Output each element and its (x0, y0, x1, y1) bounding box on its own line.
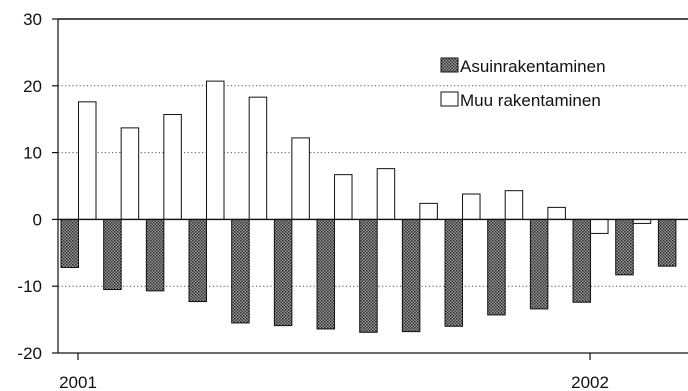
bar-muu-rakentaminen (78, 101, 97, 220)
bar-asuinrakentaminen (487, 218, 506, 316)
bar-asuinrakentaminen (188, 218, 208, 303)
bar-muu-rakentaminen (334, 174, 353, 220)
bars-group (60, 80, 677, 333)
bar-asuinrakentaminen (316, 218, 336, 330)
bar-asuinrakentaminen (60, 218, 79, 268)
bar-asuinrakentaminen (572, 218, 592, 303)
bar-asuinrakentaminen (145, 218, 165, 292)
bar-muu-rakentaminen (206, 80, 225, 220)
x-tick-labels: 2001 2002 (59, 373, 609, 391)
bar-muu-rakentaminen (376, 168, 396, 220)
bar-asuinrakentaminen (273, 218, 293, 327)
legend: Asuinrakentaminen Muu rakentaminen (440, 57, 606, 110)
bar-muu-rakentaminen (248, 96, 268, 220)
legend-label-asuinrakentaminen: Asuinrakentaminen (460, 57, 606, 76)
legend-swatch-asuinrakentaminen (440, 57, 459, 73)
x-tick-label: 2001 (59, 373, 97, 391)
bar-asuinrakentaminen (103, 218, 122, 291)
bar-muu-rakentaminen (291, 137, 310, 220)
y-tick-label: -10 (17, 277, 42, 296)
bar-muu-rakentaminen (120, 127, 140, 220)
bar-asuinrakentaminen (231, 218, 250, 324)
y-tick-label: 30 (23, 10, 42, 29)
bar-muu-rakentaminen (462, 193, 481, 220)
legend-label-muu-rakentaminen: Muu rakentaminen (460, 91, 601, 110)
y-tick-label: 20 (23, 77, 42, 96)
y-tick-label: -20 (17, 344, 42, 363)
bar-muu-rakentaminen (590, 218, 609, 234)
y-tick-label: 0 (33, 210, 42, 229)
bar-asuinrakentaminen (359, 218, 378, 333)
y-tick-labels: -20 -10 0 10 20 30 (17, 10, 42, 363)
legend-swatch-muu-rakentaminen (440, 91, 459, 107)
bar-asuinrakentaminen (444, 218, 464, 327)
bar-asuinrakentaminen (529, 218, 549, 310)
bar-muu-rakentaminen (504, 190, 524, 220)
y-tick-label: 10 (23, 144, 42, 163)
axes (52, 18, 688, 360)
x-tick-label: 2002 (571, 373, 609, 391)
bar-asuinrakentaminen (401, 218, 421, 333)
bar-muu-rakentaminen (419, 202, 438, 220)
bar-muu-rakentaminen (547, 206, 566, 220)
bar-asuinrakentaminen (657, 218, 677, 267)
bar-muu-rakentaminen (163, 114, 182, 220)
bar-asuinrakentaminen (615, 218, 634, 276)
